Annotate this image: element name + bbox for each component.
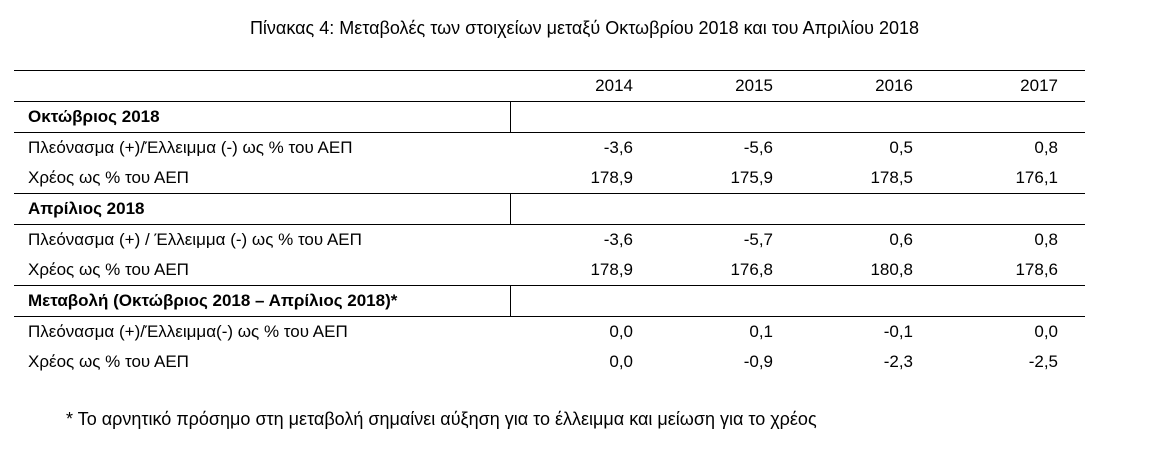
data-row: Χρέος ως % του ΑΕΠ 178,9 175,9 178,5 176,1: [14, 163, 1085, 194]
value-cell: 0,8: [1034, 138, 1058, 157]
header-cell: [14, 70, 510, 102]
table-title: Πίνακας 4: Μεταβολές των στοιχείων μεταξ…: [249, 18, 920, 38]
column-header: 2014: [510, 70, 660, 102]
column-header: 2015: [660, 70, 800, 102]
footnote: * Το αρνητικό πρόσημο στη μεταβολή σημαί…: [66, 409, 817, 429]
row-label: Πλεόνασμα (+) / Έλλειμμα (-) ως % του ΑΕ…: [28, 230, 362, 249]
empty-cell: [510, 193, 660, 225]
empty-cell: [510, 285, 660, 317]
value-cell: 0,6: [889, 230, 913, 249]
value-cell: 176,1: [1015, 168, 1058, 187]
value-cell: 0,0: [609, 322, 633, 341]
value-cell: -3,6: [603, 138, 633, 157]
row-label: Χρέος ως % του ΑΕΠ: [28, 168, 189, 187]
row-label: Πλεόνασμα (+)/Έλλειμμα(-) ως % του ΑΕΠ: [28, 322, 348, 341]
value-cell: 178,5: [870, 168, 913, 187]
value-cell: -2,3: [883, 352, 913, 371]
value-cell: -0,9: [743, 352, 773, 371]
empty-cell: [800, 101, 940, 133]
empty-cell: [940, 193, 1085, 225]
empty-cell: [660, 101, 800, 133]
value-cell: 178,9: [590, 168, 633, 187]
value-cell: 0,8: [1034, 230, 1058, 249]
data-row: Πλεόνασμα (+)/Έλλειμμα(-) ως % του ΑΕΠ 0,…: [14, 317, 1085, 348]
empty-cell: [940, 101, 1085, 133]
section-row: Απρίλιος 2018: [14, 193, 1085, 225]
empty-cell: [800, 193, 940, 225]
empty-cell: [800, 285, 940, 317]
data-row: Χρέος ως % του ΑΕΠ 178,9 176,8 180,8 178,6: [14, 255, 1085, 286]
empty-cell: [940, 285, 1085, 317]
section-heading: Απρίλιος 2018: [14, 193, 511, 225]
value-cell: 0,1: [749, 322, 773, 341]
value-cell: -5,6: [743, 138, 773, 157]
section-heading: Οκτώβριος 2018: [14, 101, 511, 133]
data-table: 2014 2015 2016 2017 Οκτώβριος 2018 Πλεόνασμα …: [14, 70, 1085, 377]
value-cell: -0,1: [883, 322, 913, 341]
value-cell: 0,0: [1034, 322, 1058, 341]
data-row: Πλεόνασμα (+) / Έλλειμμα (-) ως % του ΑΕ…: [14, 225, 1085, 256]
section-row: Οκτώβριος 2018: [14, 101, 1085, 133]
data-row: Πλεόνασμα (+)/Έλλειμμα (-) ως % του ΑΕΠ -…: [14, 133, 1085, 164]
value-cell: 175,9: [730, 168, 773, 187]
section-row: Μεταβολή (Οκτώβριος 2018 – Απρίλιος 2018…: [14, 285, 1085, 317]
value-cell: 178,6: [1015, 260, 1058, 279]
data-row: Χρέος ως % του ΑΕΠ 0,0 -0,9 -2,3 -2,5: [14, 347, 1085, 377]
value-cell: -3,6: [603, 230, 633, 249]
column-header: 2016: [800, 70, 940, 102]
empty-cell: [660, 193, 800, 225]
value-cell: -5,7: [743, 230, 773, 249]
header-row: 2014 2015 2016 2017: [14, 70, 1085, 102]
value-cell: 178,9: [590, 260, 633, 279]
value-cell: -2,5: [1028, 352, 1058, 371]
value-cell: 0,5: [889, 138, 913, 157]
empty-cell: [660, 285, 800, 317]
column-header: 2017: [940, 70, 1085, 102]
row-label: Πλεόνασμα (+)/Έλλειμμα (-) ως % του ΑΕΠ: [28, 138, 353, 157]
empty-cell: [510, 101, 660, 133]
row-label: Χρέος ως % του ΑΕΠ: [28, 352, 189, 371]
value-cell: 0,0: [609, 352, 633, 371]
section-heading: Μεταβολή (Οκτώβριος 2018 – Απρίλιος 2018…: [14, 285, 511, 317]
value-cell: 180,8: [870, 260, 913, 279]
value-cell: 176,8: [730, 260, 773, 279]
row-label: Χρέος ως % του ΑΕΠ: [28, 260, 189, 279]
